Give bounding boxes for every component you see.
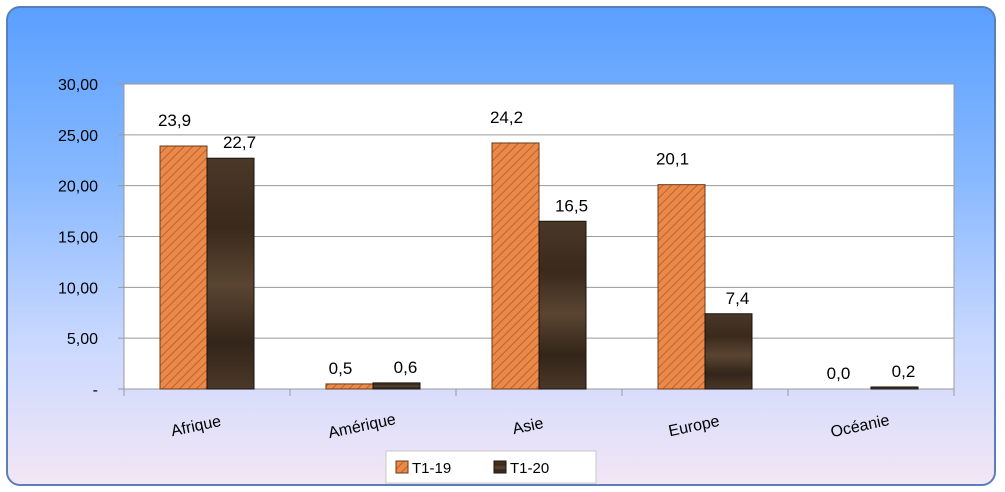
bar-t1-20 [538, 220, 587, 390]
y-axis-ticks: - 5,00 10,00 15,00 20,00 25,00 30,00 [58, 77, 124, 399]
data-label: 23,9 [158, 111, 191, 130]
x-tick-label: Amérique [327, 411, 398, 442]
y-tick-label: 10,00 [58, 280, 98, 297]
x-tick-label: Europe [667, 413, 721, 440]
legend-label: T1-19 [412, 460, 451, 477]
x-tick-label: Asie [511, 415, 545, 438]
x-tick-label: Océanie [829, 412, 891, 441]
bar-t1-19 [325, 383, 374, 390]
data-label: 22,7 [223, 133, 256, 152]
data-label: 20,1 [656, 150, 689, 169]
bars: 23,9 22,7 0,5 0,6 24,2 16,5 20,1 7,4 0,0 0,2 [158, 108, 919, 390]
legend-label: T1-20 [510, 460, 549, 477]
bar-t1-20 [704, 313, 753, 390]
bar-chart: - 5,00 10,00 15,00 20,00 25,00 30,00 23,9 22,7 0… [58, 77, 955, 484]
legend-swatch-t1-19 [395, 460, 409, 474]
chart-frame: - 5,00 10,00 15,00 20,00 25,00 30,00 23,9 22,7 0… [6, 6, 996, 486]
data-label: 16,5 [555, 196, 588, 215]
data-label: 0,5 [329, 359, 353, 378]
y-tick-label: 25,00 [58, 128, 98, 145]
legend-box [385, 450, 597, 484]
y-tick-label: - [93, 382, 98, 399]
data-label: 0,2 [892, 362, 916, 381]
data-label: 7,4 [726, 289, 750, 308]
data-label: 24,2 [490, 108, 523, 127]
bar-t1-20 [870, 386, 919, 390]
bar-t1-20 [372, 382, 421, 390]
bar-t1-20 [206, 157, 255, 390]
bar-t1-19 [159, 145, 208, 390]
bar-t1-19 [491, 142, 540, 390]
legend: T1-19 T1-20 [385, 450, 597, 484]
y-tick-label: 15,00 [58, 230, 98, 247]
data-label: 0,6 [394, 358, 418, 377]
bar-t1-19 [657, 184, 706, 390]
legend-swatch-t1-20 [493, 460, 507, 474]
gridlines [124, 83, 954, 339]
x-tick-label: Afrique [169, 413, 222, 440]
data-label: 0,0 [827, 364, 851, 383]
y-tick-label: 5,00 [67, 331, 98, 348]
y-tick-label: 20,00 [58, 179, 98, 196]
x-axis-ticks: Afrique Amérique Asie Europe Océanie [123, 389, 955, 442]
y-tick-label: 30,00 [58, 77, 98, 94]
